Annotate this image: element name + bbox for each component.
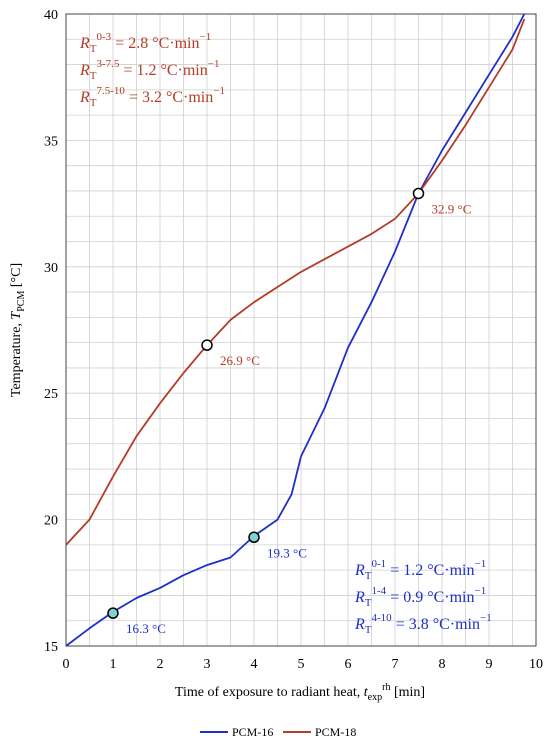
x-tick-label: 4	[251, 657, 258, 672]
rate-superscript: 0-1	[372, 558, 387, 570]
x-tick-label: 5	[298, 657, 305, 672]
x-tick-label: 10	[529, 657, 543, 672]
rate-exponent: −1	[475, 585, 487, 597]
rate-symbol: R	[354, 616, 365, 633]
x-axis-label-sub: exp	[368, 692, 382, 703]
marker-label: 16.3 °C	[126, 621, 166, 636]
rate-subscript: T	[90, 70, 97, 82]
rate-subscript: T	[365, 570, 372, 582]
y-tick-label: 40	[44, 8, 58, 23]
rate-equation: RT0-3 = 2.8 °C·min−1	[79, 31, 211, 55]
rate-subscript: T	[90, 97, 97, 109]
marker-point	[201, 339, 213, 351]
rate-exponent: −1	[200, 31, 212, 43]
rate-value: = 3.2 °C·min	[125, 89, 213, 106]
x-axis-label-main: Time of exposure to radiant heat,	[175, 685, 364, 700]
x-tick-label: 3	[204, 657, 211, 672]
rate-value: = 1.2 °C·min	[119, 62, 207, 79]
y-tick-label: 20	[44, 514, 58, 529]
rate-symbol: R	[79, 35, 90, 52]
x-tick-labels: 0 1 2 3 4 5 6 7 8 9 10	[63, 657, 544, 672]
y-tick-label: 15	[44, 640, 58, 655]
marker-point	[107, 607, 119, 619]
x-tick-label: 6	[345, 657, 352, 672]
rate-exponent: −1	[213, 85, 225, 97]
legend-label-pcm16: PCM-16	[232, 725, 273, 739]
legend-label-pcm18: PCM-18	[315, 725, 356, 739]
series-lines	[65, 13, 526, 647]
x-axis-label-unit: [min]	[390, 685, 425, 700]
x-tick-label: 1	[110, 657, 117, 672]
rate-symbol: R	[79, 89, 90, 106]
x-tick-label: 0	[63, 657, 70, 672]
rate-superscript: 0-3	[97, 31, 112, 43]
rate-symbol: R	[354, 562, 365, 579]
x-tick-label: 7	[392, 657, 399, 672]
y-axis-label-main: Temperature,	[9, 320, 24, 398]
marker-point	[412, 187, 425, 200]
rate-equation: RT1-4 = 0.9 °C·min−1	[354, 585, 486, 609]
rate-subscript: T	[365, 597, 372, 609]
x-tick-label: 9	[486, 657, 493, 672]
x-axis-label: Time of exposure to radiant heat, texprh…	[175, 682, 425, 703]
rate-equation: RT4-10 = 3.8 °C·min−1	[354, 612, 492, 636]
rate-equation: RT3-7.5 = 1.2 °C·min−1	[79, 58, 219, 82]
plot-frame	[65, 13, 537, 647]
y-axis-label: Temperature, TPCM [°C]	[9, 263, 27, 397]
rate-superscript: 4-10	[372, 612, 393, 624]
y-axis-label-sub: PCM	[16, 291, 27, 312]
y-tick-labels: 15 20 25 30 35 40	[44, 8, 58, 655]
rate-value: = 2.8 °C·min	[111, 35, 199, 52]
rate-superscript: 7.5-10	[97, 85, 126, 97]
markers: 16.3 °C 19.3 °C 26.9 °C 32.9 °C	[107, 187, 472, 636]
legend: PCM-16 PCM-18	[200, 725, 356, 739]
marker-label: 26.9 °C	[220, 353, 260, 368]
y-tick-label: 30	[44, 261, 58, 276]
series-line-pcm-18	[65, 18, 526, 546]
y-axis-label-unit: [°C]	[9, 263, 24, 291]
marker-point	[248, 531, 260, 544]
rate-subscript: T	[90, 43, 97, 55]
rate-symbol: R	[354, 589, 365, 606]
series-line-pcm-16	[65, 13, 526, 647]
x-axis-label-var: t	[364, 685, 369, 700]
x-axis-label-sup: rh	[382, 682, 390, 693]
rate-value: = 0.9 °C·min	[386, 589, 474, 606]
marker-label: 19.3 °C	[267, 545, 307, 560]
rate-exponent: −1	[208, 58, 220, 70]
marker-label: 32.9 °C	[432, 201, 472, 216]
y-tick-label: 25	[44, 387, 58, 402]
y-axis-label-var: T	[9, 311, 24, 320]
x-tick-label: 8	[439, 657, 446, 672]
x-tick-label: 2	[157, 657, 164, 672]
rate-equation: RT0-1 = 1.2 °C·min−1	[354, 558, 486, 582]
y-tick-label: 35	[44, 134, 58, 149]
rate-superscript: 3-7.5	[97, 58, 120, 70]
rate-value: = 1.2 °C·min	[386, 562, 474, 579]
rate-exponent: −1	[480, 612, 492, 624]
rate-superscript: 1-4	[372, 585, 387, 597]
rate-equation: RT7.5-10 = 3.2 °C·min−1	[79, 85, 225, 109]
rate-exponent: −1	[475, 558, 487, 570]
rate-symbol: R	[79, 62, 90, 79]
rate-subscript: T	[365, 624, 372, 636]
rate-value: = 3.8 °C·min	[392, 616, 480, 633]
